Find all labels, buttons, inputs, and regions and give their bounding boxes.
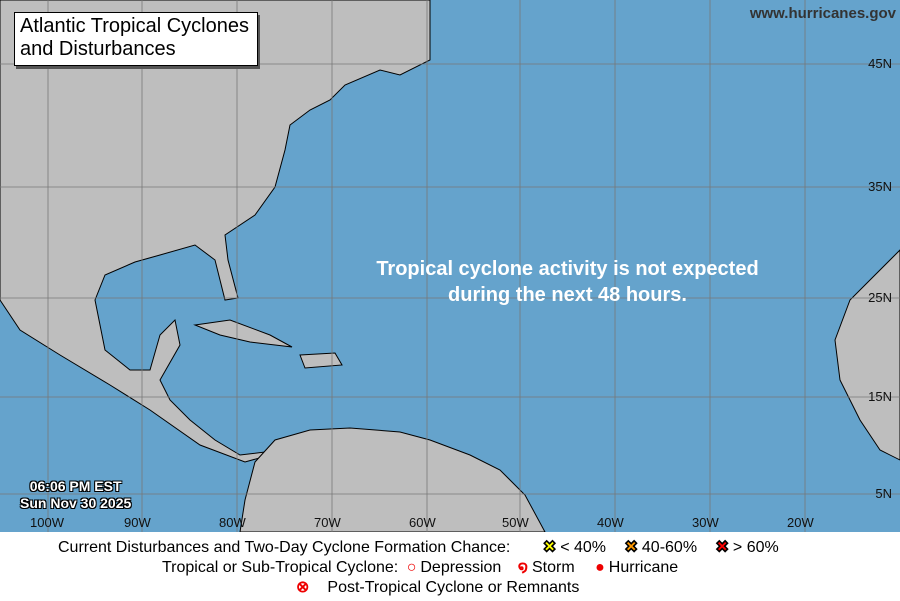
storm-icon: ໑ [517,559,528,576]
lat-label: 15N [868,389,892,404]
website-link[interactable]: www.hurricanes.gov [749,5,896,22]
message-line-2: during the next 48 hours. [448,284,687,306]
lat-label: 5N [875,486,892,501]
high-chance-x-icon: ✖ [715,539,729,557]
outlook-message: Tropical cyclone activity is not expecte… [330,256,805,308]
date: Sun Nov 30 2025 [20,495,132,511]
lon-label: 50W [502,515,529,530]
medium-chance-label: 40-60% [641,539,698,556]
storm-label: Storm [532,559,575,576]
lon-label: 20W [787,515,814,530]
lon-label: 90W [124,515,151,530]
lon-label: 60W [409,515,436,530]
post-tropical-icon: ⊗ [296,579,310,596]
disturbances-label: Current Disturbances and Two-Day Cyclone… [58,539,511,556]
medium-chance-x-icon: ✖ [624,539,638,557]
lat-label: 25N [868,290,892,305]
low-chance-label: < 40% [560,539,607,556]
lat-label: 35N [868,179,892,194]
lon-label: 70W [314,515,341,530]
message-line-1: Tropical cyclone activity is not expecte… [376,258,759,280]
map-title: Atlantic Tropical Cyclones and Disturbanc… [14,12,258,66]
lon-label: 30W [692,515,719,530]
title-line-1: Atlantic Tropical Cyclones [20,15,249,37]
africa [834,249,900,461]
post-tropical-label: Post-Tropical Cyclone or Remnants [327,579,580,596]
lon-label: 40W [597,515,624,530]
north-america [0,0,431,463]
cuba [193,319,293,348]
title-line-2: and Disturbances [20,38,176,60]
lat-label: 45N [868,56,892,71]
hurricane-icon: ● [595,559,605,576]
south-america [239,427,546,532]
depression-label: Depression [420,559,502,576]
low-chance-x-icon: ✖ [542,539,557,557]
depression-icon: ○ [406,559,417,576]
high-chance-label: > 60% [732,539,779,556]
hurricane-label: Hurricane [608,559,679,576]
timestamp: 06:06 PM EST Sun Nov 30 2025 [20,478,131,512]
lon-label: 100W [30,515,64,530]
time: 06:06 PM EST [29,478,122,494]
legend: Current Disturbances and Two-Day Cyclone… [0,532,900,601]
lon-label: 80W [219,515,246,530]
hispaniola [299,352,343,369]
cyclone-label: Tropical or Sub-Tropical Cyclone: [162,559,399,576]
